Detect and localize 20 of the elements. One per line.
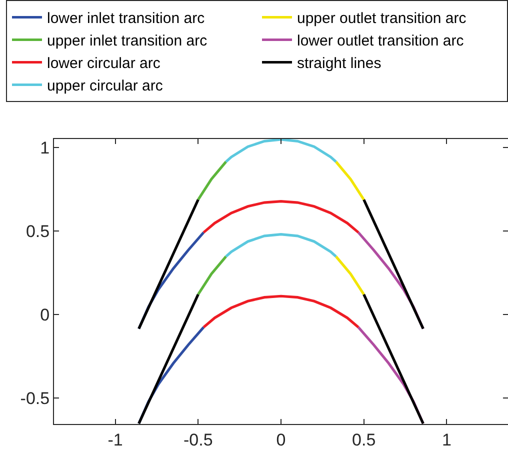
x-tick-label: -1 (108, 430, 123, 450)
legend-label: upper outlet transition arc (297, 10, 467, 28)
x-tick-label: 0 (276, 430, 286, 450)
legend-label: lower inlet transition arc (47, 10, 206, 28)
legend-label: lower circular arc (47, 55, 161, 72)
line-series (224, 232, 338, 258)
y-tick-label: -0.5 (20, 389, 50, 408)
legend-label: upper inlet transition arc (47, 32, 208, 50)
legend-label: straight lines (297, 55, 382, 72)
x-tick-label: 0.5 (352, 430, 376, 450)
y-tick-label: 0 (40, 305, 50, 324)
x-tick-label: -0.5 (184, 430, 213, 450)
line-series (224, 139, 338, 164)
legend-label: lower outlet transition arc (297, 32, 464, 50)
line-series (202, 294, 360, 329)
line-series (202, 200, 360, 234)
y-tick-label: 1 (40, 138, 50, 158)
x-tick-label: 1 (442, 430, 452, 450)
legend-label: upper circular arc (47, 78, 164, 95)
y-tick-label: 0.5 (26, 222, 50, 241)
